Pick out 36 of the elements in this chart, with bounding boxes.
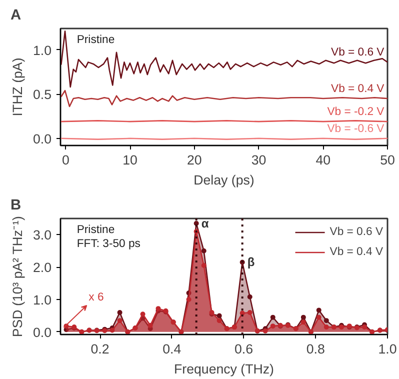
y-tick-label: 3.0 [32, 228, 52, 243]
chart-title: B [10, 198, 22, 214]
x-tick-label: 30 [251, 152, 266, 168]
y-tick-label: 1.0 [32, 42, 52, 58]
legend-label: Vb = 0.6 V [330, 226, 383, 238]
y-axis-title: ITHZ (pA) [10, 58, 25, 116]
x-tick-label: 20 [186, 152, 202, 168]
x-tick-label: 0 [62, 152, 70, 168]
x-tick-label: 50 [380, 152, 395, 168]
x-tick-label: 0.2 [90, 342, 110, 356]
x-tick-label: 0.4 [162, 342, 182, 356]
annotation: α [201, 216, 210, 230]
series-label: Vb = -0.2 V [327, 106, 385, 118]
x-tick-label: 40 [316, 152, 331, 168]
y-tick-label: 0.0 [32, 324, 52, 340]
y-tick-label: 0.0 [32, 131, 52, 146]
x-tick-label: 10 [122, 152, 138, 168]
series-label: Vb = 0.4 V [331, 83, 385, 96]
x-axis-title: Frequency (THz) [174, 362, 274, 376]
x-tick-label: 0.6 [234, 342, 254, 356]
annotation: Pristine [76, 224, 115, 236]
series-label: Vb = -0.6 V [327, 122, 385, 135]
y-tick-label: 2.0 [32, 260, 52, 276]
y-tick-label: 1.0 [32, 292, 52, 308]
annotation: x 6 [88, 292, 104, 304]
x-axis-title: Delay (ps) [194, 172, 254, 188]
legend-label: Vb = 0.4 V [330, 246, 383, 258]
x-tick-label: 0.8 [306, 342, 325, 356]
annotation: Pristine [76, 34, 115, 46]
y-axis-title: PSD (10³ pA² THz⁻¹) [10, 216, 25, 338]
chart-title: A [10, 8, 22, 24]
x-tick-label: 1.0 [378, 342, 397, 356]
annotation: FFT: 3-50 ps [76, 238, 141, 250]
annotation: β [247, 255, 255, 270]
series-label: Vb = 0.6 V [331, 46, 385, 59]
y-tick-label: 0.5 [32, 87, 52, 102]
